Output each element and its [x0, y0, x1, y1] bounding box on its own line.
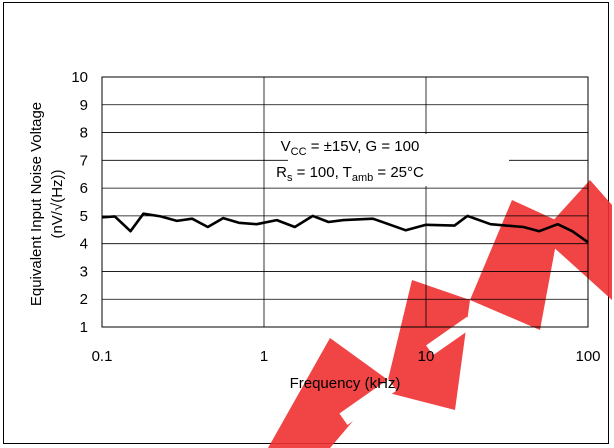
- annotation-background: [288, 134, 509, 186]
- y-axis-label-line2: (nV/√(Hz)): [49, 169, 66, 238]
- y-tick-label: 5: [80, 208, 88, 225]
- y-tick-label: 8: [80, 125, 88, 142]
- y-tick-label: 10: [71, 69, 88, 86]
- y-tick-label: 3: [80, 263, 88, 280]
- x-tick-label: 10: [418, 348, 435, 365]
- x-axis-label: Frequency (kHz): [290, 375, 401, 392]
- watermark-logo: [268, 180, 612, 448]
- annotation-line: VCC = ±15V, G = 100: [281, 138, 420, 158]
- x-tick-label: 1: [260, 348, 268, 365]
- y-tick-label: 9: [80, 97, 88, 114]
- x-tick-label: 0.1: [92, 348, 113, 365]
- y-tick-label: 1: [80, 319, 88, 336]
- x-tick-label: 100: [575, 348, 600, 365]
- y-tick-label: 7: [80, 152, 88, 169]
- y-axis-label-line1: Equivalent Input Noise Voltage: [28, 102, 45, 306]
- y-tick-label: 2: [80, 291, 88, 308]
- x-tick-labels: 0.1 1 10 100: [92, 348, 601, 365]
- plot-area: [101, 76, 589, 328]
- y-tick-labels: 1 2 3 4 5 6 7 8 9 10: [71, 69, 88, 336]
- annotation-line: Rs = 100, Tamb = 25°C: [276, 164, 424, 184]
- y-tick-label: 4: [80, 236, 88, 253]
- y-tick-label: 6: [80, 180, 88, 197]
- noise-voltage-line: [101, 212, 589, 244]
- series-layer: [101, 212, 589, 244]
- conditions-annotation: VCC = ±15V, G = 100 Rs = 100, Tamb = 25°C: [276, 138, 424, 184]
